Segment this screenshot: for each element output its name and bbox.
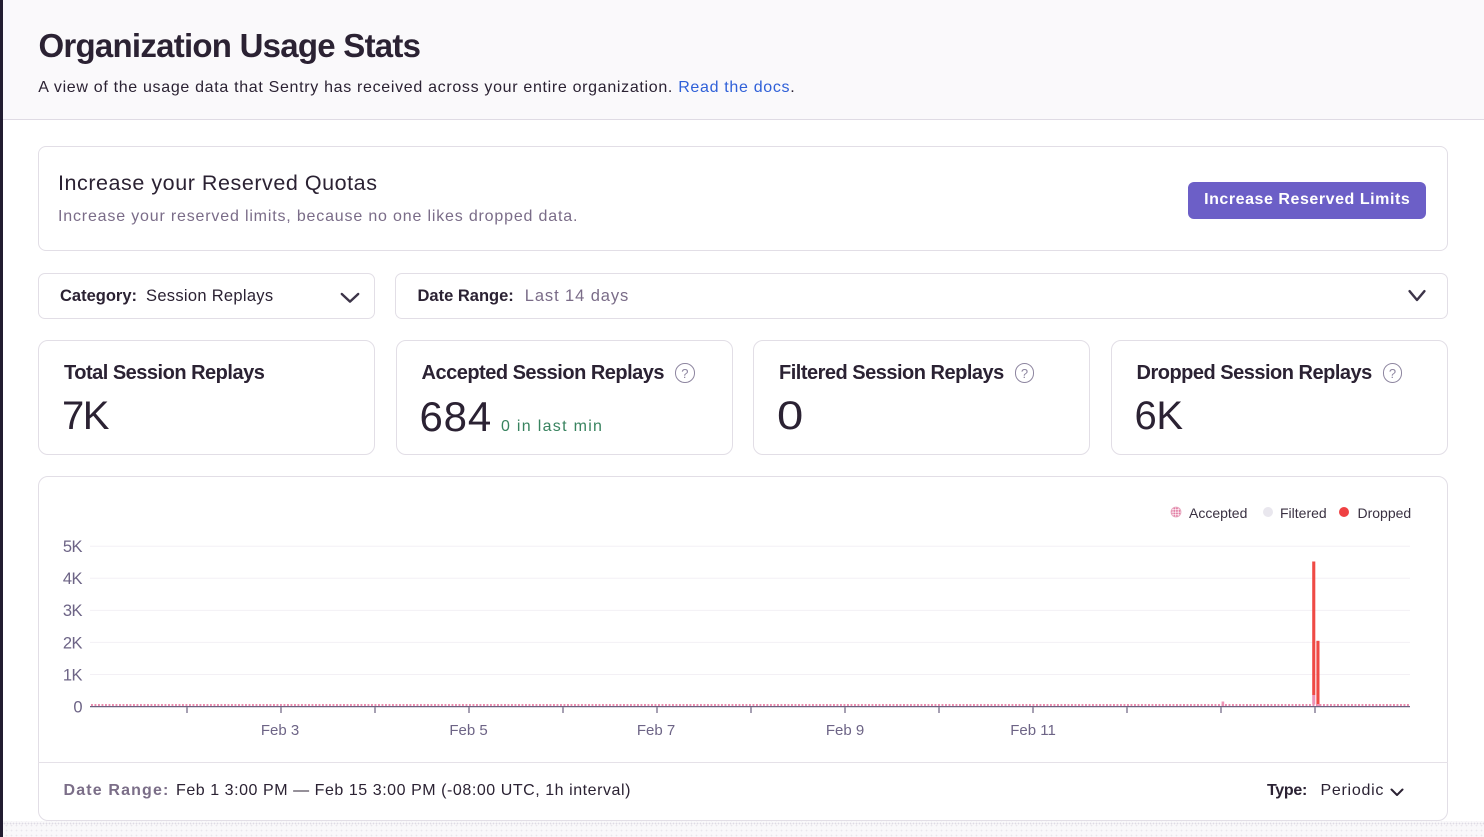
svg-text:1K: 1K [63,666,83,684]
svg-text:Feb 5: Feb 5 [449,722,487,739]
svg-text:Feb 3: Feb 3 [261,722,299,739]
svg-text:5K: 5K [63,538,83,556]
svg-text:Feb 9: Feb 9 [826,722,864,739]
svg-text:Feb 7: Feb 7 [637,722,675,739]
svg-text:2K: 2K [63,634,83,652]
svg-text:0: 0 [73,698,82,716]
svg-text:3K: 3K [63,602,83,620]
svg-text:Feb 11: Feb 11 [1010,722,1056,739]
svg-text:4K: 4K [63,570,83,588]
